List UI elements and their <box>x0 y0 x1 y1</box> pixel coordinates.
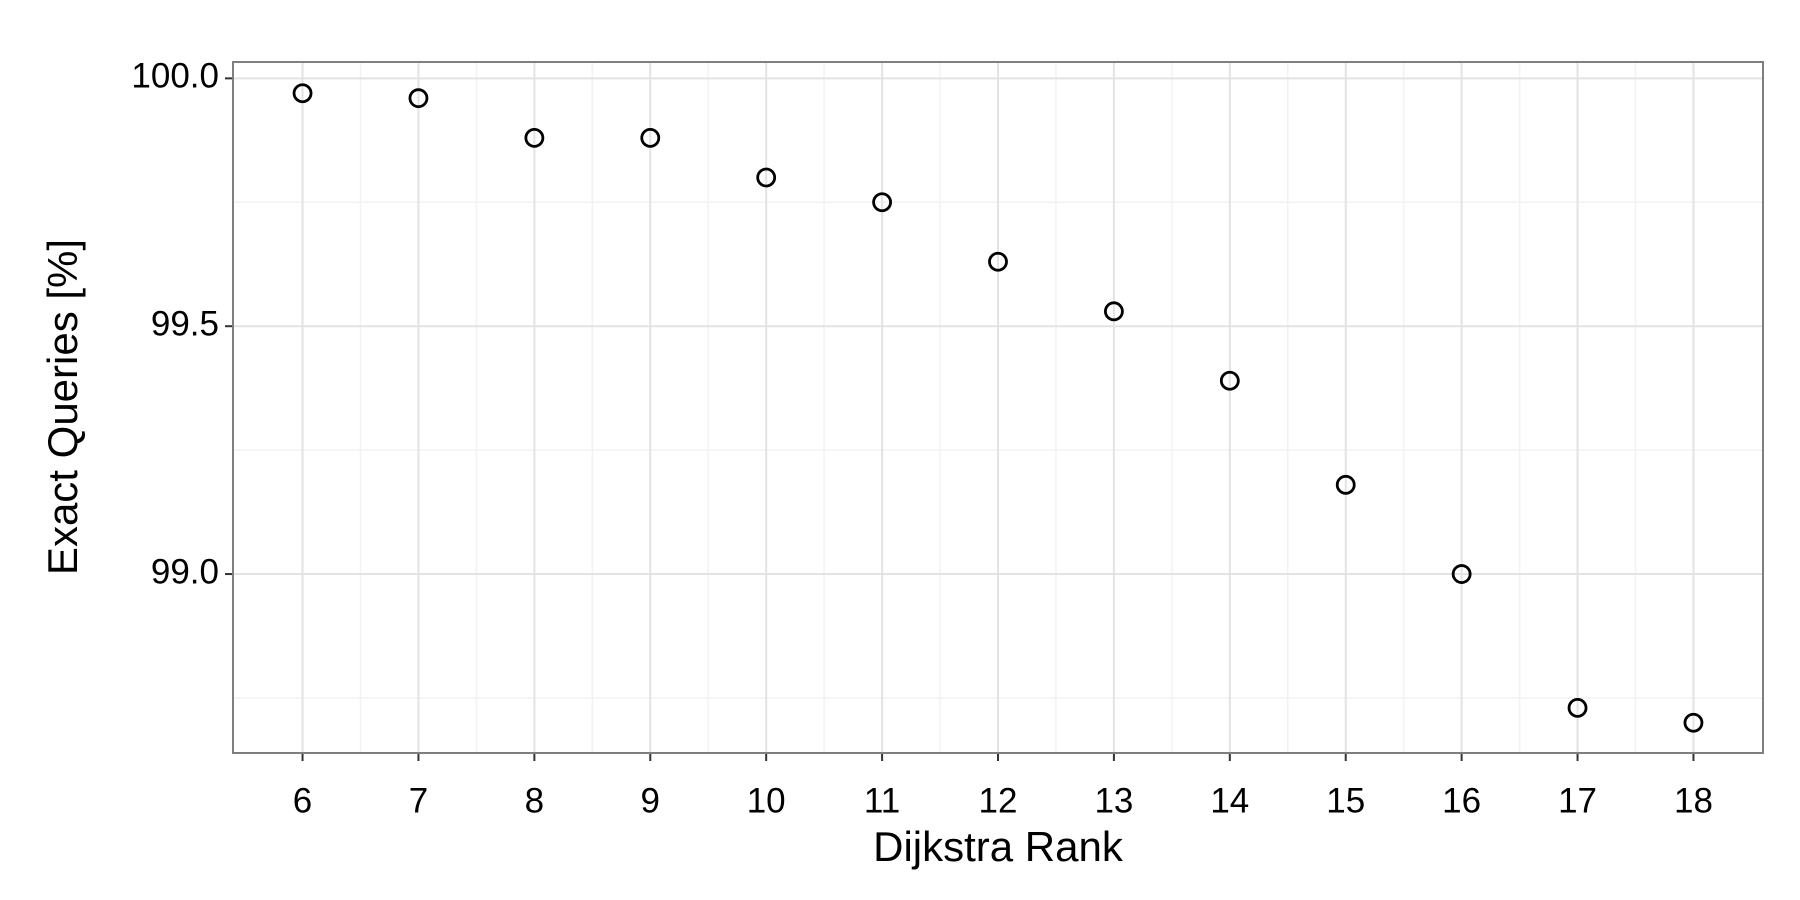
point <box>1104 301 1124 322</box>
x-tick-label: 12 <box>979 781 1018 820</box>
x-tick-label: 11 <box>864 781 900 820</box>
x-tick-label: 16 <box>1442 781 1481 820</box>
x-tick-label: 14 <box>1210 781 1249 820</box>
point <box>524 127 545 148</box>
point <box>872 192 892 213</box>
y-tick-label: 99.0 <box>151 552 219 591</box>
x-tick-label: 17 <box>1558 781 1597 820</box>
y-axis-title: Exact Queries [%] <box>39 239 86 575</box>
point <box>988 251 1008 272</box>
point <box>756 167 777 188</box>
point <box>1567 697 1588 718</box>
panel-border <box>232 61 1764 754</box>
point <box>1451 564 1472 584</box>
x-tick-label: 7 <box>409 781 428 820</box>
point <box>408 88 429 109</box>
point <box>1219 370 1240 391</box>
x-tick-label: 10 <box>747 781 786 820</box>
x-tick-label: 8 <box>525 781 544 820</box>
x-tick-label: 9 <box>641 781 660 820</box>
y-tick-label: 99.5 <box>151 304 219 343</box>
point <box>1683 712 1704 733</box>
y-tick-label: 100.0 <box>131 57 219 96</box>
x-tick-label: 13 <box>1094 781 1133 820</box>
x-axis-title: Dijkstra Rank <box>873 823 1124 870</box>
point <box>1335 474 1356 495</box>
x-tick-label: 18 <box>1674 781 1713 820</box>
point <box>292 83 313 104</box>
point <box>640 127 661 148</box>
x-tick-label: 6 <box>293 781 312 820</box>
x-tick-label: 15 <box>1326 781 1365 820</box>
